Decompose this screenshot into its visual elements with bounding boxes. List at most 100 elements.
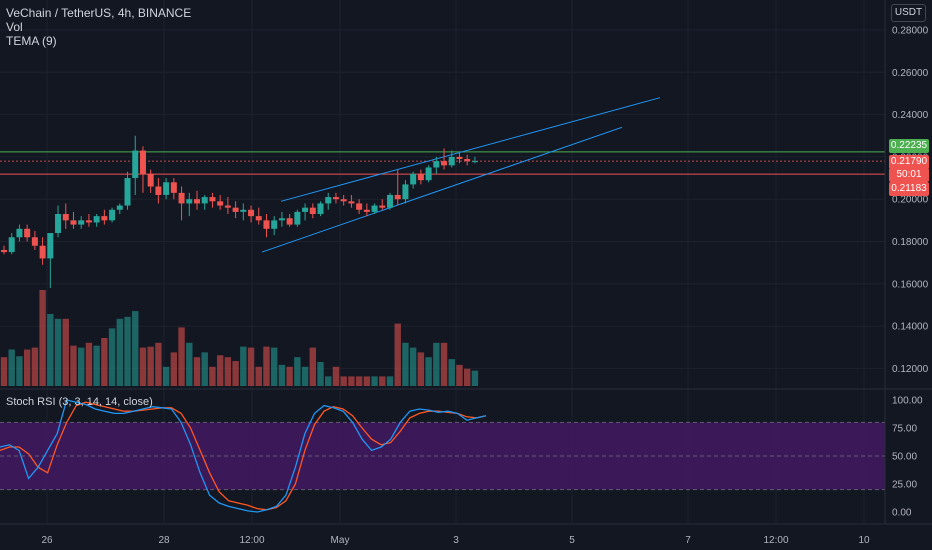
volume-bar xyxy=(371,376,378,386)
volume-bar xyxy=(116,318,123,386)
volume-bar xyxy=(124,316,131,386)
candle-body xyxy=(302,207,309,212)
candle-body xyxy=(425,167,432,181)
trend-channel[interactable] xyxy=(261,97,661,253)
candle-body xyxy=(170,182,177,193)
candle-body xyxy=(186,199,193,204)
time-tick-label: 3 xyxy=(453,535,459,546)
candle-body xyxy=(317,203,324,215)
rsi-tick-label: 50.00 xyxy=(892,452,917,463)
volume-bar xyxy=(54,318,62,386)
candle-body xyxy=(255,216,262,221)
volume-bar xyxy=(363,376,371,386)
stoch-rsi-panel xyxy=(0,421,885,491)
candle-body xyxy=(471,161,478,163)
volume-indicator-label[interactable]: Vol xyxy=(6,20,23,34)
candle-body xyxy=(224,205,231,208)
candlestick-series xyxy=(1,135,478,289)
candle-body xyxy=(433,161,440,168)
volume-bar xyxy=(186,342,193,386)
candle-body xyxy=(232,207,239,212)
rsi-tick-label: 0.00 xyxy=(892,508,912,519)
volume-bar xyxy=(170,352,178,386)
volume-bar xyxy=(232,361,239,386)
volume-bar xyxy=(8,349,15,386)
candle-body xyxy=(85,220,92,223)
volume-bar xyxy=(201,352,208,386)
volume-bar xyxy=(70,345,77,386)
candle-body xyxy=(325,197,332,204)
countdown-label: 50:01 xyxy=(889,168,929,182)
price-tick-label: 0.20000 xyxy=(892,195,929,206)
volume-bar xyxy=(340,376,347,386)
candle-body xyxy=(448,156,455,166)
candle-body xyxy=(24,228,31,238)
tema-indicator-label[interactable]: TEMA (9) xyxy=(6,34,57,48)
price-tick-label: 0.18000 xyxy=(892,237,929,248)
channel-upper-line xyxy=(280,97,661,202)
volume-bar xyxy=(294,357,301,386)
volume-bar xyxy=(193,357,201,386)
candle-body xyxy=(16,228,23,238)
volume-bar xyxy=(409,347,417,386)
volume-bar xyxy=(178,327,185,386)
volume-bar xyxy=(456,364,463,386)
candle-body xyxy=(278,218,285,221)
volume-bar xyxy=(263,346,270,386)
candle-body xyxy=(155,186,162,195)
candle-body xyxy=(39,245,46,259)
candle-body xyxy=(201,197,208,204)
candle-body xyxy=(1,249,7,253)
stoch-rsi-k-line xyxy=(0,399,487,513)
candle-body xyxy=(147,173,154,187)
candle-body xyxy=(55,214,62,234)
volume-bar xyxy=(224,357,232,386)
volume-bars xyxy=(0,290,479,386)
candle-body xyxy=(78,220,85,225)
volume-bar xyxy=(301,366,309,386)
rsi-tick-label: 100.00 xyxy=(892,396,923,407)
volume-bar xyxy=(332,366,340,386)
volume-bar xyxy=(402,342,409,386)
candle-body xyxy=(178,192,185,204)
volume-bar xyxy=(394,323,401,386)
price-tick-label: 0.28000 xyxy=(892,26,929,37)
volume-bar xyxy=(417,352,425,386)
volume-bar xyxy=(278,364,286,386)
candle-body xyxy=(348,201,355,204)
channel-lower-line xyxy=(261,126,623,253)
last-price-label: 0.21790 xyxy=(889,155,929,169)
volume-bar xyxy=(440,342,448,386)
volume-bar xyxy=(108,328,116,386)
volume-bar xyxy=(355,376,363,386)
candle-body xyxy=(163,182,170,195)
volume-bar xyxy=(286,366,293,386)
symbol-title[interactable]: VeChain / TetherUS, 4h, BINANCE xyxy=(6,6,192,20)
volume-bar xyxy=(147,346,154,386)
volume-bar xyxy=(139,347,147,386)
candle-body xyxy=(379,205,386,208)
candle-body xyxy=(132,150,139,179)
currency-button[interactable]: USDT xyxy=(891,4,926,22)
volume-bar xyxy=(101,338,108,386)
candle-body xyxy=(286,218,293,225)
candle-body xyxy=(116,205,123,210)
candle-body xyxy=(441,161,448,166)
time-tick-label: 10 xyxy=(858,535,870,546)
candle-body xyxy=(356,203,363,210)
volume-bar xyxy=(155,342,162,386)
red-level-price-label: 0.21183 xyxy=(889,182,929,196)
volume-bar xyxy=(31,347,39,386)
stoch-rsi-label[interactable]: Stoch RSI (3, 3, 14, 14, close) xyxy=(6,396,153,408)
volume-bar xyxy=(0,357,8,386)
candle-body xyxy=(248,209,255,217)
volume-bar xyxy=(425,357,432,386)
stoch-rsi-lines xyxy=(0,399,487,513)
candle-body xyxy=(209,197,216,202)
volume-bar xyxy=(348,376,355,386)
volume-bar xyxy=(16,356,23,386)
candle-body xyxy=(363,209,370,212)
time-tick-label: May xyxy=(331,535,350,546)
